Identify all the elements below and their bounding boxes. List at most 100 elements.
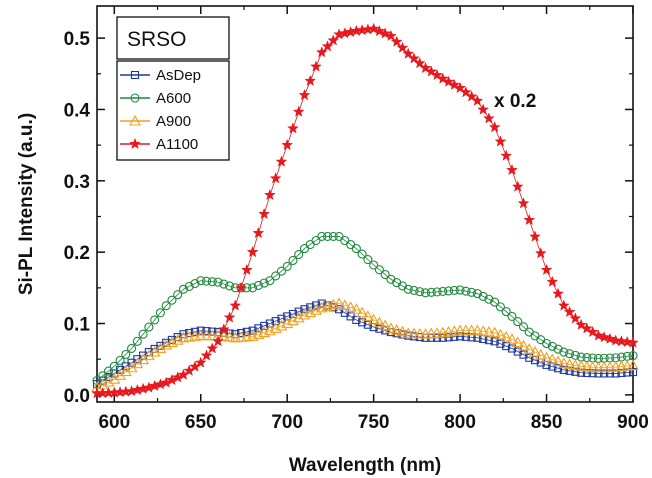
- data-point: [212, 335, 224, 347]
- data-point: [363, 320, 372, 329]
- data-point: [235, 281, 248, 293]
- data-point: [369, 260, 379, 270]
- data-point: [367, 22, 380, 34]
- data-point: [432, 287, 442, 297]
- data-point: [534, 247, 547, 259]
- data-point: [506, 333, 518, 344]
- data-point: [207, 277, 217, 287]
- data-point: [288, 255, 298, 266]
- data-point: [547, 341, 557, 351]
- data-point: [306, 303, 315, 312]
- data-point: [144, 322, 154, 332]
- data-point: [425, 65, 438, 77]
- legend-swatch-marker: [129, 137, 141, 150]
- data-point: [161, 301, 171, 311]
- data-point: [223, 311, 236, 323]
- data-point: [552, 355, 565, 367]
- data-point: [258, 207, 271, 220]
- data-point: [623, 368, 632, 377]
- data-point: [352, 315, 361, 324]
- data-point: [621, 335, 634, 348]
- x-tick-label: 750: [358, 412, 390, 433]
- data-point: [380, 269, 390, 280]
- data-point: [381, 326, 390, 335]
- data-point: [546, 275, 559, 287]
- data-point: [409, 332, 419, 341]
- legend-label: A600: [156, 90, 191, 107]
- series-layer: [91, 22, 639, 399]
- data-point: [540, 351, 553, 363]
- data-point: [229, 299, 242, 311]
- data-point: [263, 188, 276, 201]
- data-point: [115, 355, 125, 365]
- data-point: [315, 46, 328, 58]
- y-axis-title: Si-PL Intensity (a.u.): [16, 113, 37, 295]
- data-point: [356, 306, 369, 318]
- data-point: [459, 324, 472, 336]
- data-point: [114, 369, 126, 380]
- data-point: [287, 122, 299, 134]
- data-point: [478, 291, 488, 301]
- data-point: [563, 305, 576, 318]
- data-point: [327, 34, 340, 46]
- x-tick-label: 650: [185, 412, 217, 433]
- data-point: [575, 360, 588, 371]
- data-point: [254, 324, 263, 333]
- data-point: [240, 263, 253, 276]
- data-point: [190, 327, 200, 336]
- data-point: [490, 297, 500, 307]
- series-a1100: [91, 22, 639, 399]
- data-point: [496, 339, 505, 348]
- y-tick-label: 0.0: [64, 386, 90, 407]
- data-point: [580, 360, 593, 372]
- data-point: [484, 294, 494, 304]
- data-point: [358, 318, 367, 327]
- legend-entry-a900: A900: [120, 113, 191, 130]
- data-point: [494, 135, 507, 147]
- data-point: [108, 373, 121, 384]
- data-point: [150, 315, 160, 325]
- data-point: [300, 305, 309, 314]
- data-point: [200, 349, 213, 361]
- data-point: [206, 329, 219, 341]
- data-point: [546, 353, 559, 365]
- data-point: [454, 81, 467, 94]
- data-point: [438, 286, 448, 296]
- data-point: [242, 327, 251, 336]
- data-point: [488, 326, 501, 338]
- data-point: [409, 285, 419, 296]
- data-point: [298, 88, 311, 101]
- data-point: [559, 365, 568, 374]
- data-point: [328, 231, 338, 242]
- data-point: [525, 353, 534, 362]
- data-point: [465, 90, 478, 102]
- data-point: [605, 369, 614, 378]
- data-point: [271, 317, 280, 326]
- y-tick-label: 0.3: [64, 172, 90, 193]
- data-point: [322, 231, 333, 242]
- data-point: [260, 321, 269, 330]
- data-point: [206, 342, 219, 354]
- data-point: [530, 356, 540, 365]
- data-point: [529, 230, 541, 242]
- data-point: [500, 149, 513, 161]
- data-point: [513, 317, 523, 327]
- legend: AsDep A600 A900 A1100: [116, 60, 230, 161]
- data-point: [178, 284, 189, 294]
- data-point: [121, 349, 131, 359]
- axis-ticks: [97, 6, 634, 402]
- data-point: [482, 325, 495, 337]
- data-point: [283, 312, 292, 321]
- data-point: [109, 361, 119, 371]
- data-point: [248, 326, 257, 335]
- data-point: [415, 287, 425, 297]
- data-point: [357, 249, 367, 259]
- data-point: [202, 327, 211, 336]
- data-point: [415, 333, 424, 342]
- data-point: [455, 285, 465, 295]
- data-point: [517, 339, 530, 351]
- data-point: [467, 287, 477, 297]
- data-point: [494, 328, 507, 340]
- data-point: [208, 327, 217, 336]
